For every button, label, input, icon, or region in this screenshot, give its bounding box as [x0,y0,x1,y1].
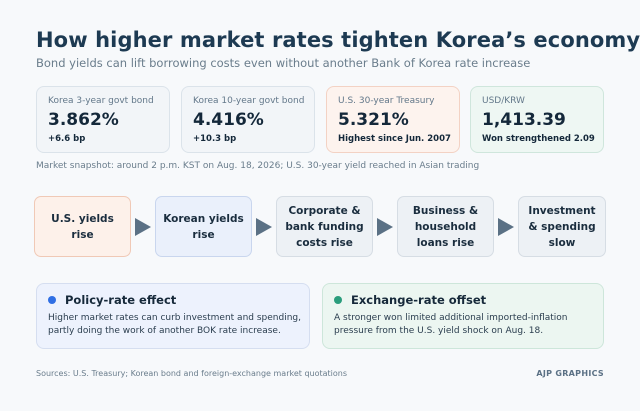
blue-dot-icon [48,296,56,304]
page-title: How higher market rates tighten Korea’s … [36,28,640,52]
flow-step-label: Investment & spending slow [528,204,596,249]
stat-value: 3.862% [48,110,119,130]
flow-step-funding-costs: Corporate & bank funding costs rise [276,196,373,257]
arrow-right-icon [256,218,272,236]
stat-value: 5.321% [338,110,409,130]
stat-card-korea-3y: Korea 3-year govt bond 3.862% +6.6 bp [36,86,170,153]
stat-label: USD/KRW [482,96,525,106]
sources-note: Sources: U.S. Treasury; Korean bond and … [36,369,348,378]
card-body: A stronger won limited additional import… [334,313,568,336]
stat-change: Won strengthened 2.09 [482,134,595,144]
policy-rate-card: Policy-rate effect Higher market rates c… [36,283,310,349]
stat-change: +6.6 bp [48,134,86,144]
stat-card-us-30y: U.S. 30-year Treasury 5.321% Highest sin… [326,86,460,153]
card-title: Policy-rate effect [65,293,177,307]
flow-step-label: U.S. yields rise [51,212,114,241]
stat-card-usd-krw: USD/KRW 1,413.39 Won strengthened 2.09 [470,86,604,153]
arrow-right-icon [377,218,393,236]
page-subtitle: Bond yields can lift borrowing costs eve… [36,56,531,70]
brand-credit: AJP GRAPHICS [536,369,604,378]
arrow-right-icon [498,218,514,236]
flow-step-investment: Investment & spending slow [518,196,606,257]
flow-step-korean-yields: Korean yields rise [155,196,252,257]
card-body: Higher market rates can curb investment … [48,313,301,336]
flow-step-label: Korean yields rise [163,212,244,241]
stat-value: 1,413.39 [482,110,566,130]
card-title: Exchange-rate offset [351,293,487,307]
flow-step-label: Business & household loans rise [412,204,479,249]
stat-value: 4.416% [193,110,264,130]
stat-change: Highest since Jun. 2007 [338,134,451,144]
exchange-rate-card: Exchange-rate offset A stronger won limi… [322,283,604,349]
stat-change: +10.3 bp [193,134,237,144]
snapshot-note: Market snapshot: around 2 p.m. KST on Au… [36,161,480,171]
flow-step-us-yields: U.S. yields rise [34,196,131,257]
arrow-right-icon [135,218,151,236]
stat-label: Korea 3-year govt bond [48,96,154,106]
stat-label: U.S. 30-year Treasury [338,96,435,106]
stat-label: Korea 10-year govt bond [193,96,305,106]
green-dot-icon [334,296,342,304]
flow-step-loans: Business & household loans rise [397,196,494,257]
stat-card-korea-10y: Korea 10-year govt bond 4.416% +10.3 bp [181,86,315,153]
flow-step-label: Corporate & bank funding costs rise [285,204,364,249]
